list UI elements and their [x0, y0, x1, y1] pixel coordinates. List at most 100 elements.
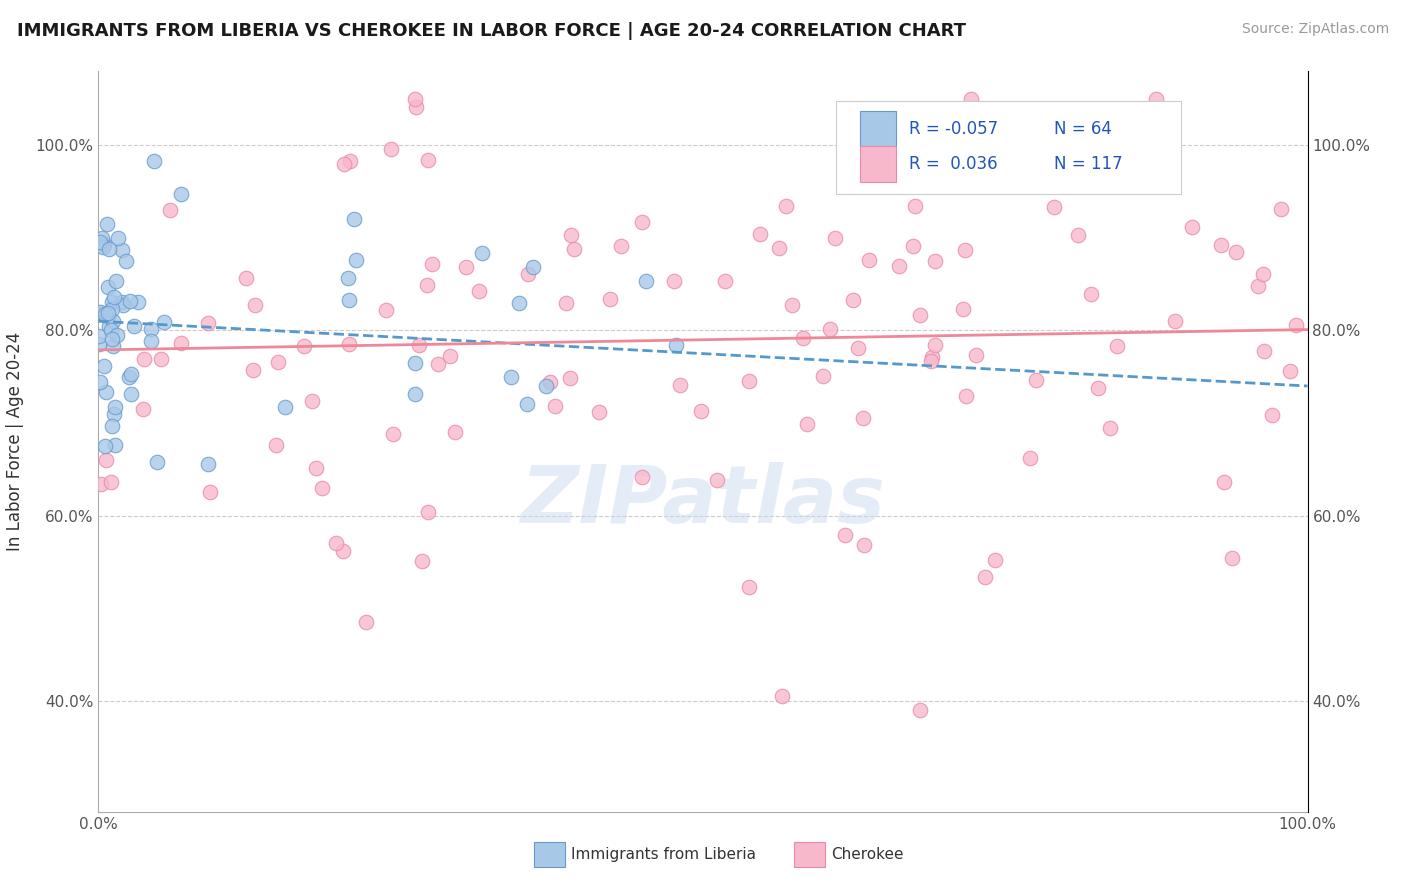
Point [100, 475, 122, 489]
Point [1067, 228, 1090, 243]
Point [846, 341, 869, 355]
Point [471, 246, 494, 260]
Point [93, 306, 115, 320]
Point [170, 187, 193, 202]
Point [818, 322, 841, 336]
Point [94, 439, 117, 453]
Point [93, 359, 115, 374]
Point [97, 242, 120, 256]
Point [887, 259, 910, 273]
Text: N = 117: N = 117 [1053, 155, 1122, 173]
Point [852, 411, 875, 425]
Point [1164, 314, 1187, 328]
Point [89, 305, 111, 319]
Point [1261, 408, 1284, 422]
Point [1025, 373, 1047, 387]
Point [997, 128, 1019, 143]
Point [101, 332, 124, 346]
Point [264, 438, 287, 452]
Point [150, 352, 173, 367]
Point [139, 334, 162, 348]
Point [374, 302, 396, 317]
Point [94, 452, 117, 467]
Point [332, 544, 354, 558]
Point [408, 338, 430, 352]
Point [1181, 219, 1204, 234]
Point [516, 267, 538, 281]
Point [245, 298, 267, 312]
Point [415, 277, 437, 292]
Point [824, 231, 846, 245]
Point [522, 260, 544, 274]
Point [706, 473, 728, 487]
Point [1246, 279, 1268, 293]
Point [1144, 92, 1167, 106]
Text: N = 64: N = 64 [1053, 120, 1112, 138]
Point [508, 295, 530, 310]
Point [690, 403, 713, 417]
Point [1270, 202, 1292, 217]
Point [834, 528, 856, 542]
Point [145, 454, 167, 468]
Point [101, 418, 124, 433]
Text: IMMIGRANTS FROM LIBERIA VS CHEROKEE IN LABOR FORCE | AGE 20-24 CORRELATION CHART: IMMIGRANTS FROM LIBERIA VS CHEROKEE IN L… [17, 22, 966, 40]
Point [143, 154, 166, 169]
Point [665, 338, 688, 352]
Point [560, 228, 582, 243]
Point [1220, 550, 1243, 565]
Point [770, 690, 793, 704]
Point [792, 330, 814, 344]
Point [544, 400, 567, 414]
Point [356, 615, 378, 629]
Point [439, 349, 461, 363]
Point [468, 284, 491, 298]
Point [404, 92, 426, 106]
Point [97, 310, 120, 324]
Point [274, 400, 297, 414]
Point [714, 274, 737, 288]
Point [107, 231, 129, 245]
Point [538, 375, 561, 389]
Point [100, 295, 122, 310]
Point [292, 339, 315, 353]
Point [96, 217, 118, 231]
Point [924, 338, 946, 352]
Point [94, 385, 117, 400]
Point [955, 389, 977, 403]
Point [1043, 201, 1066, 215]
Text: R = -0.057: R = -0.057 [908, 120, 998, 138]
Point [87, 337, 110, 351]
Point [920, 353, 942, 368]
Point [558, 371, 581, 385]
Point [631, 470, 654, 484]
Point [111, 294, 134, 309]
Point [842, 293, 865, 308]
Point [93, 237, 115, 252]
Point [337, 271, 360, 285]
Point [305, 460, 328, 475]
Point [100, 302, 122, 317]
Point [910, 308, 932, 322]
Point [120, 368, 142, 382]
Point [775, 199, 797, 213]
Point [1253, 344, 1275, 359]
Point [562, 242, 585, 256]
Point [1098, 421, 1121, 435]
FancyBboxPatch shape [837, 101, 1181, 194]
Point [1213, 475, 1236, 489]
Point [200, 485, 222, 500]
Point [454, 260, 477, 275]
Point [120, 294, 142, 309]
Point [89, 375, 111, 389]
Point [908, 703, 931, 717]
Point [422, 257, 444, 271]
Point [89, 329, 111, 343]
Point [1107, 339, 1129, 353]
Point [609, 239, 631, 253]
Point [904, 199, 927, 213]
Point [1080, 286, 1102, 301]
Point [1251, 267, 1274, 281]
Point [120, 387, 142, 401]
Point [337, 293, 360, 308]
Point [780, 298, 803, 312]
